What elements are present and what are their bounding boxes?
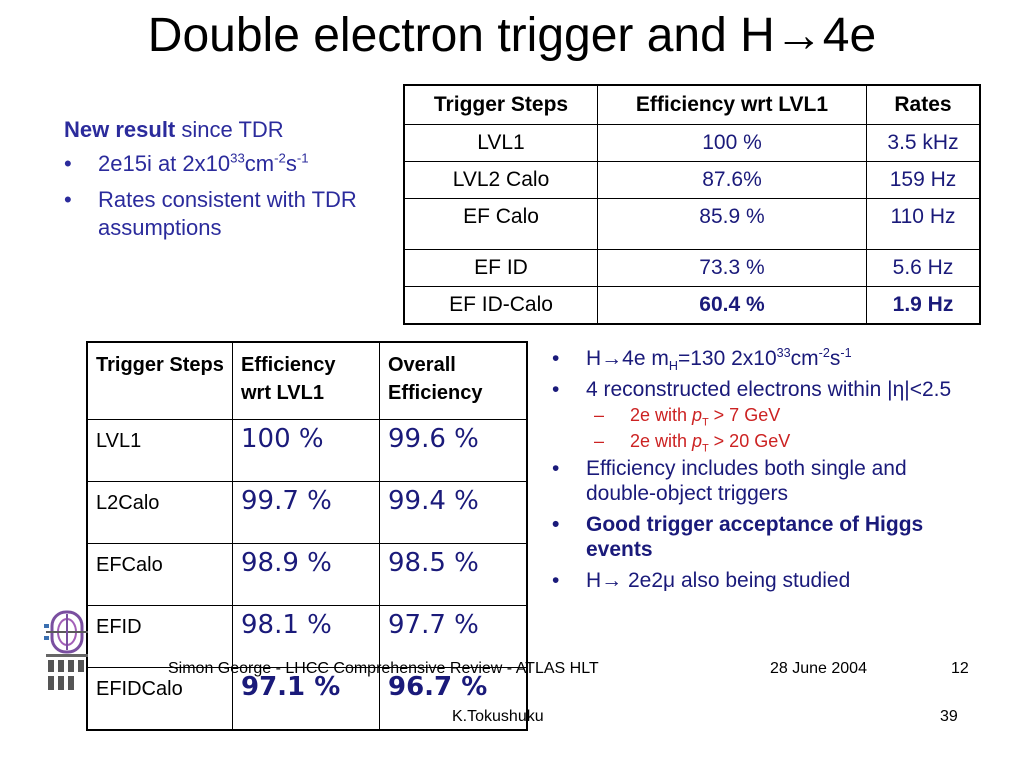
eff-overall: 99.6 % (379, 419, 528, 482)
table-row: LVL1 100 % 99.6 % (86, 419, 528, 482)
table-row: LVL1 100 % 3.5 kHz (403, 124, 981, 162)
eff-header-eff: Efficiency wrt LVL1 (232, 341, 380, 420)
rates-header-steps: Trigger Steps (403, 84, 598, 125)
inner-footer-page: 12 (951, 660, 969, 677)
rates-eff: 60.4 % (597, 286, 867, 325)
right-bullet-efficiency: Efficiency includes both single and doub… (550, 456, 970, 506)
rates-header-eff: Efficiency wrt LVL1 (597, 84, 867, 125)
eff-overall: 98.5 % (379, 543, 528, 606)
inner-footer-text: Simon George - LHCC Comprehensive Review… (168, 660, 599, 677)
right-bullet-electrons: 4 reconstructed electrons within |η|<2.5 (550, 377, 970, 402)
eff-value: 99.7 % (232, 481, 380, 544)
rates-step: EF Calo (403, 198, 598, 250)
eff-step: EFID (86, 605, 233, 668)
eff-step: EFIDCalo (86, 667, 233, 731)
eff-overall: 99.4 % (379, 481, 528, 544)
right-bullet-2e2mu: H→ 2e2μ also being studied (550, 568, 970, 593)
atlas-logo-icon (44, 610, 88, 690)
rates-eff: 100 % (597, 124, 867, 162)
sub-bullet-pt7: 2e with pT > 7 GeV (550, 404, 970, 428)
footer-author: K.Tokushuku (452, 708, 544, 725)
heading-rest: since TDR (175, 117, 284, 142)
rates-eff: 87.6% (597, 161, 867, 199)
right-bullet-acceptance: Good trigger acceptance of Higgs events (550, 512, 970, 562)
table-row: EFCalo 98.9 % 98.5 % (86, 543, 528, 606)
heading-bold: New result (64, 117, 176, 142)
eff-step: L2Calo (86, 481, 233, 544)
efficiency-table: Trigger Steps Efficiency wrt LVL1 Overal… (86, 341, 528, 731)
eff-overall: 97.7 % (379, 605, 528, 668)
rates-rate: 3.5 kHz (866, 124, 981, 162)
rates-eff: 73.3 % (597, 249, 867, 287)
rates-header-rates: Rates (866, 84, 981, 125)
inner-footer-date: 28 June 2004 (770, 660, 867, 677)
rates-table: Trigger Steps Efficiency wrt LVL1 Rates … (403, 84, 981, 325)
eff-header-steps: Trigger Steps (86, 341, 233, 420)
table-row: EF Calo 85.9 % 110 Hz (403, 198, 981, 250)
page-title: Double electron trigger and H→4e (147, 9, 877, 62)
rates-rate: 5.6 Hz (866, 249, 981, 287)
left-notes: New result since TDR 2e15i at 2x1033cm-2… (64, 116, 404, 250)
eff-header-overall: Overall Efficiency (379, 341, 528, 420)
rates-step: LVL1 (403, 124, 598, 162)
sub-bullet-pt20: 2e with pT > 20 GeV (550, 430, 970, 454)
right-bullets: H→4e mH=130 2x1033cm-2s-1 4 reconstructe… (550, 346, 970, 593)
left-bullet-rates: Rates consistent with TDR assumptions (64, 186, 404, 242)
eff-step: EFCalo (86, 543, 233, 606)
rates-step: EF ID (403, 249, 598, 287)
right-bullet-channel: H→4e mH=130 2x1033cm-2s-1 (550, 346, 970, 372)
left-bullet-luminosity: 2e15i at 2x1033cm-2s-1 (64, 150, 404, 178)
left-bullets: 2e15i at 2x1033cm-2s-1 Rates consistent … (64, 150, 404, 242)
rates-step: EF ID-Calo (403, 286, 598, 325)
rates-rate: 159 Hz (866, 161, 981, 199)
rates-rate: 110 Hz (866, 198, 981, 250)
eff-header-row: Trigger Steps Efficiency wrt LVL1 Overal… (86, 341, 528, 420)
rates-rate: 1.9 Hz (866, 286, 981, 325)
eff-step: LVL1 (86, 419, 233, 482)
rates-eff: 85.9 % (597, 198, 867, 250)
eff-value: 97.1 % (232, 667, 380, 731)
eff-overall: 96.7 % (379, 667, 528, 731)
eff-value: 100 % (232, 419, 380, 482)
table-row: EFID 98.1 % 97.7 % (86, 605, 528, 668)
table-row: L2Calo 99.7 % 99.4 % (86, 481, 528, 544)
table-row: EF ID-Calo 60.4 % 1.9 Hz (403, 286, 981, 325)
eff-value: 98.9 % (232, 543, 380, 606)
right-notes: H→4e mH=130 2x1033cm-2s-1 4 reconstructe… (550, 346, 970, 599)
rates-step: LVL2 Calo (403, 161, 598, 199)
footer-page-number: 39 (940, 708, 958, 725)
table-row: LVL2 Calo 87.6% 159 Hz (403, 161, 981, 199)
eff-value: 98.1 % (232, 605, 380, 668)
table-row: EFIDCalo 97.1 % 96.7 % (86, 667, 528, 731)
table-row: EF ID 73.3 % 5.6 Hz (403, 249, 981, 287)
rates-header-row: Trigger Steps Efficiency wrt LVL1 Rates (403, 84, 981, 125)
left-notes-heading: New result since TDR (64, 116, 404, 144)
